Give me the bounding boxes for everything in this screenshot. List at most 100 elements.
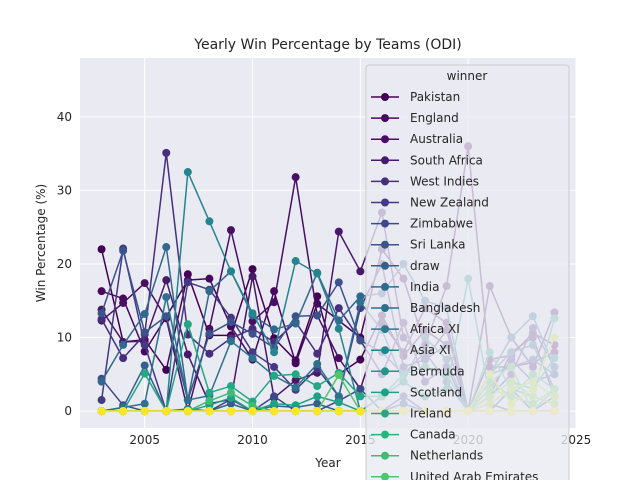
legend-label: New Zealand [410, 196, 489, 210]
data-point [356, 392, 365, 401]
data-point [334, 392, 343, 401]
data-point [140, 340, 149, 349]
data-point [119, 354, 128, 363]
data-point [291, 173, 300, 182]
y-axis-label: Win Percentage (%) [34, 184, 48, 302]
data-point [291, 376, 300, 385]
legend-entry: draw [371, 259, 440, 273]
data-point [162, 148, 171, 157]
data-point [97, 315, 106, 324]
legend-marker [381, 261, 389, 270]
data-point [162, 365, 171, 374]
legend-label: Ireland [410, 407, 452, 421]
data-point [291, 319, 300, 328]
data-point [313, 392, 322, 401]
data-point [291, 401, 300, 410]
legend-marker [381, 240, 389, 249]
data-point [334, 407, 343, 416]
legend-label: Australia [410, 132, 463, 146]
data-point [119, 340, 128, 349]
data-point [119, 246, 128, 255]
legend-entry: Canada [371, 428, 456, 442]
legend-marker [381, 282, 389, 291]
legend-marker [381, 177, 389, 186]
data-point [183, 278, 192, 287]
data-point [162, 276, 171, 285]
data-point [291, 359, 300, 368]
legend-label: United Arab Emirates [410, 470, 538, 480]
y-tick-label: 0 [64, 404, 72, 418]
legend-marker [381, 346, 389, 355]
legend-marker [381, 430, 389, 439]
data-point [313, 269, 322, 278]
data-point [313, 382, 322, 391]
legend-entry: Africa XI [371, 322, 460, 336]
legend-marker [381, 93, 389, 101]
data-point [270, 362, 279, 371]
legend-title: winner [447, 69, 488, 83]
data-point [205, 407, 214, 416]
legend-label: England [410, 111, 459, 125]
data-point [356, 336, 365, 345]
data-point [226, 337, 235, 346]
legend-marker [381, 156, 389, 165]
data-point [140, 407, 149, 416]
legend-entry: Scotland [371, 385, 462, 399]
legend-entry: Australia [371, 132, 463, 146]
y-tick-label: 40 [57, 110, 72, 124]
legend-entry: Asia XI [371, 343, 451, 357]
data-point [226, 407, 235, 416]
data-point [140, 279, 149, 288]
data-point [270, 325, 279, 334]
data-point [248, 348, 257, 357]
y-tick-label: 30 [57, 183, 72, 197]
data-point [140, 361, 149, 370]
legend-entry: South Africa [371, 153, 483, 167]
data-point [291, 383, 300, 392]
legend-marker [381, 388, 389, 397]
data-point [313, 407, 322, 416]
data-point [248, 407, 257, 416]
legend-label: Zimbabwe [410, 217, 473, 231]
legend-marker [381, 219, 389, 228]
legend-marker [381, 409, 389, 418]
data-point [226, 382, 235, 391]
legend-label: draw [410, 259, 440, 273]
legend-box [365, 64, 570, 484]
legend-label: Scotland [410, 385, 462, 399]
data-point [248, 354, 257, 363]
legend-label: West Indies [410, 174, 479, 188]
data-point [162, 243, 171, 252]
legend-marker [381, 304, 389, 312]
data-point [248, 265, 257, 274]
data-point [334, 304, 343, 313]
legend-entry: India [371, 280, 439, 294]
legend-entry: Pakistan [371, 90, 460, 104]
data-point [162, 293, 171, 302]
x-tick-label: 2005 [129, 433, 160, 447]
data-point [356, 298, 365, 307]
data-point [356, 385, 365, 394]
data-point [356, 407, 365, 416]
data-point [226, 267, 235, 276]
legend-entry: Sri Lanka [371, 238, 465, 252]
data-point [183, 407, 192, 416]
data-point [140, 399, 149, 408]
legend-entry: Netherlands [371, 449, 483, 463]
data-point [226, 226, 235, 235]
data-point [97, 377, 106, 386]
data-point [334, 354, 343, 363]
data-point [313, 360, 322, 368]
data-point [248, 272, 257, 281]
data-point [226, 388, 235, 397]
legend-label: South Africa [410, 153, 483, 167]
legend-label: Bermuda [410, 364, 465, 378]
legend-label: Pakistan [410, 90, 460, 104]
data-point [226, 318, 235, 327]
data-point [291, 407, 300, 416]
legend-entry: Bermuda [371, 364, 465, 378]
legend-entry: New Zealand [371, 196, 489, 210]
data-point [97, 287, 106, 296]
